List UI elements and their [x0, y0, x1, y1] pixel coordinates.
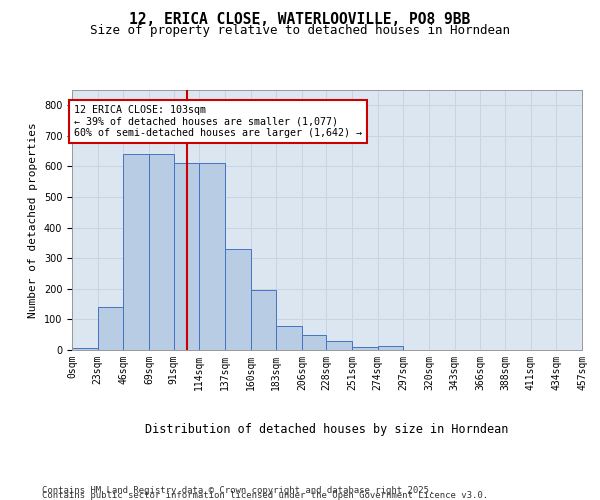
Bar [378, 346, 403, 350]
Bar [199, 164, 225, 350]
Bar [173, 164, 199, 350]
Bar [149, 154, 173, 350]
Text: Contains public sector information licensed under the Open Government Licence v3: Contains public sector information licen… [42, 491, 488, 500]
Bar [251, 290, 276, 350]
Bar [302, 336, 326, 350]
Bar [72, 348, 98, 350]
Bar [225, 249, 251, 350]
Text: Distribution of detached houses by size in Horndean: Distribution of detached houses by size … [145, 422, 509, 436]
Bar [352, 347, 378, 350]
Text: Contains HM Land Registry data © Crown copyright and database right 2025.: Contains HM Land Registry data © Crown c… [42, 486, 434, 495]
Text: 12, ERICA CLOSE, WATERLOOVILLE, PO8 9BB: 12, ERICA CLOSE, WATERLOOVILLE, PO8 9BB [130, 12, 470, 28]
Text: 12 ERICA CLOSE: 103sqm
← 39% of detached houses are smaller (1,077)
60% of semi-: 12 ERICA CLOSE: 103sqm ← 39% of detached… [74, 106, 362, 138]
Text: Size of property relative to detached houses in Horndean: Size of property relative to detached ho… [90, 24, 510, 37]
Bar [276, 326, 302, 350]
Bar [326, 342, 352, 350]
Bar [98, 307, 124, 350]
Bar [124, 154, 149, 350]
Y-axis label: Number of detached properties: Number of detached properties [28, 122, 38, 318]
